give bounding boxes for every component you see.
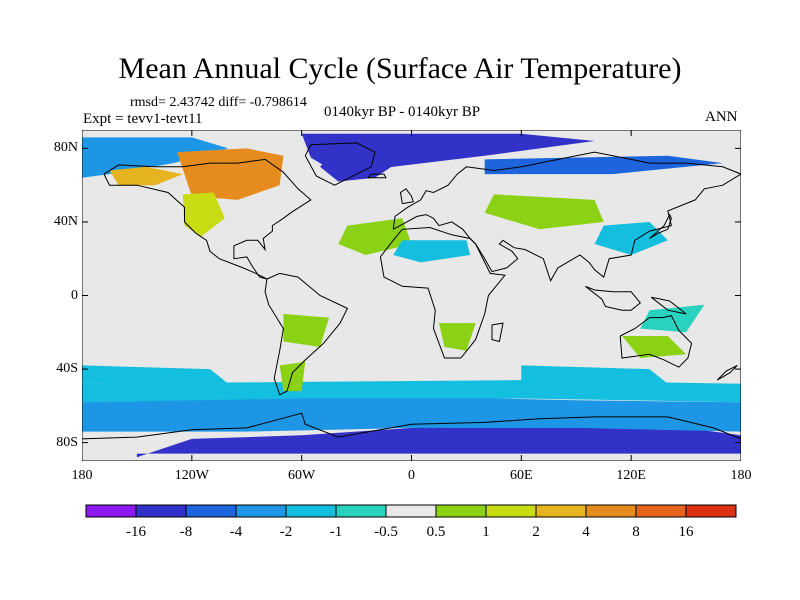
colorbar-box — [135, 504, 187, 518]
colorbar-label: 0.5 — [427, 524, 446, 540]
contour-fills — [82, 133, 741, 458]
colorbar-label: -1 — [330, 524, 343, 540]
lon-tick-label: 120E — [616, 468, 646, 483]
colorbar-box — [335, 504, 387, 518]
colorbar-boxes — [85, 504, 737, 518]
contour-antarctic-coast-deep — [136, 420, 741, 458]
contour-arctic-russia-cold — [484, 155, 723, 175]
lon-tick-label: 60E — [510, 468, 533, 483]
colorbar-svg: -16 -8 -4 -2 -1 -0.5 0.5 1 2 4 8 16 — [85, 504, 737, 540]
contour-pacific-south-cool — [82, 365, 229, 384]
lat-tick-label: 40N — [53, 213, 78, 229]
period-label: 0140kyr BP - 0140kyr BP — [324, 104, 481, 120]
colorbar-box — [185, 504, 237, 518]
colorbar-box — [585, 504, 637, 518]
coastline-new-guinea — [650, 296, 687, 315]
contour-australia-warm — [622, 336, 687, 358]
contour-north-pacific-high — [82, 137, 229, 178]
coastline-indonesia — [585, 285, 642, 311]
colorbar-label: 16 — [679, 524, 695, 540]
lon-tick-label: 60W — [288, 468, 316, 483]
coastline-greenland — [304, 142, 376, 186]
coastline-south-america — [264, 272, 349, 396]
contour-patagonia-warm — [279, 361, 306, 392]
coastline-africa — [379, 226, 506, 359]
contour-indian-south-cool — [521, 365, 668, 384]
lat-tick-label: 0 — [71, 287, 78, 303]
contour-southern-ocean-band — [82, 396, 741, 432]
coastline-uk — [399, 188, 414, 205]
colorbar-label: -8 — [180, 524, 193, 540]
colorbar-label: -0.5 — [374, 524, 398, 540]
figure-title: Mean Annual Cycle (Surface Air Temperatu… — [118, 52, 682, 85]
lon-tick-label: 120W — [174, 468, 209, 483]
coastline-australia — [619, 315, 693, 368]
colorbar-label: 1 — [482, 524, 490, 540]
contour-canada-warm — [177, 148, 284, 200]
colorbar-label: -2 — [280, 524, 293, 540]
contour-central-asia-warm — [484, 194, 604, 230]
contour-west-us-warm — [182, 192, 225, 237]
colorbar-box — [685, 504, 737, 518]
colorbar-label: 8 — [632, 524, 640, 540]
colorbar-box — [385, 504, 437, 518]
coastline-new-zealand — [716, 364, 738, 381]
coastlines — [82, 142, 741, 440]
temperature-map — [82, 130, 741, 461]
coastline-madagascar — [491, 322, 504, 343]
contour-greenland-sea — [320, 144, 397, 182]
colorbar-box — [285, 504, 337, 518]
lat-tick-label: 80S — [56, 434, 78, 450]
colorbar-box — [85, 504, 137, 518]
colorbar-box — [235, 504, 287, 518]
colorbar-label: -16 — [126, 524, 146, 540]
contour-sahara-cool — [393, 240, 471, 263]
coastline-eurasia — [392, 151, 741, 283]
colorbar-box — [635, 504, 687, 518]
colorbar: -16 -8 -4 -2 -1 -0.5 0.5 1 2 4 8 16 — [85, 504, 741, 549]
contour-southern-ocean-outer — [82, 380, 741, 403]
lat-tick-label: 40S — [56, 361, 78, 377]
colorbar-box — [535, 504, 587, 518]
contour-east-asia-cool — [594, 221, 668, 255]
season-label: ANN — [705, 109, 738, 125]
coastline-north-america — [103, 158, 312, 280]
lat-tick-label: 80N — [53, 140, 78, 156]
colorbar-box — [485, 504, 537, 518]
lon-tick-label: 0 — [408, 468, 415, 483]
contour-south-africa-warm — [439, 323, 476, 351]
map-frame — [82, 130, 741, 461]
axis-ticks — [82, 130, 741, 461]
coastline-japan — [649, 213, 672, 239]
contour-south-america-warm — [283, 313, 330, 347]
experiment-label: Expt = tevv1-tevt11 — [83, 111, 203, 127]
rmsd-diff-stats: rmsd= 2.43742 diff= -0.798614 — [130, 95, 307, 110]
coastline-iceland — [367, 173, 387, 179]
contour-alaska-warm — [109, 166, 183, 186]
colorbar-labels: -16 -8 -4 -2 -1 -0.5 0.5 1 2 4 8 16 — [126, 524, 694, 540]
colorbar-label: 4 — [582, 524, 590, 540]
colorbar-label: 2 — [532, 524, 540, 540]
lon-tick-label: 180 — [71, 468, 93, 483]
lon-tick-label: 180 — [730, 468, 752, 483]
coastline-antarctica — [82, 412, 741, 440]
colorbar-box — [435, 504, 487, 518]
colorbar-label: -4 — [230, 524, 243, 540]
